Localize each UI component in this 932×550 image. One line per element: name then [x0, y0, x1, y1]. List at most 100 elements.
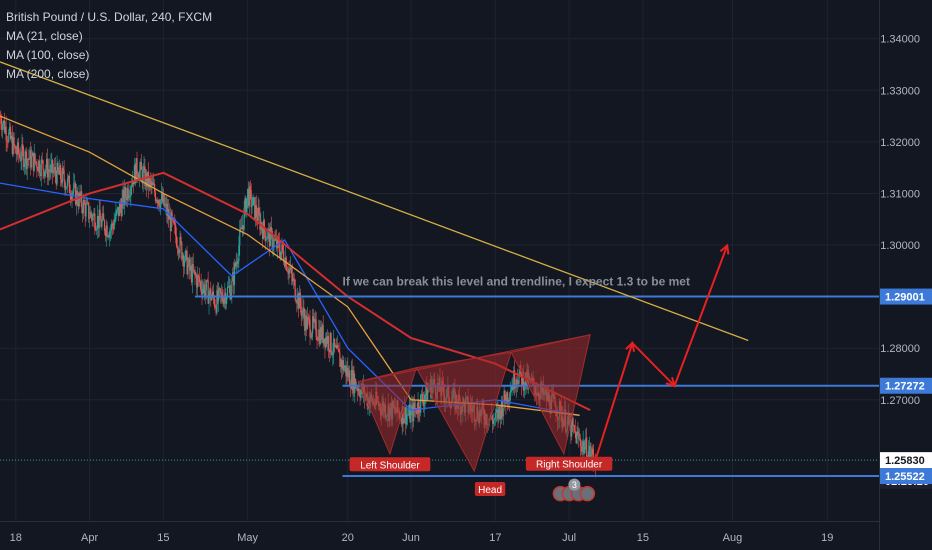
candle-body [514, 370, 516, 389]
candle-body [572, 418, 574, 426]
candle-body [23, 163, 26, 168]
candle-body [417, 401, 419, 414]
candle-body [59, 165, 61, 175]
candle-body [334, 338, 336, 347]
candle-body [90, 212, 92, 217]
candle-body [243, 207, 245, 230]
candle-body [110, 223, 113, 231]
candle-body [269, 228, 271, 247]
legend-ma-21[interactable]: MA (21, close) [6, 29, 83, 43]
pattern-neckline [358, 334, 591, 383]
candle-body [88, 217, 91, 219]
label-text: Left Shoulder [360, 460, 420, 471]
candle-body [406, 414, 408, 425]
candle-body [502, 408, 504, 417]
candle-body [8, 132, 10, 142]
candle-body [492, 419, 495, 424]
candle-body [96, 215, 99, 229]
candle-body [511, 385, 513, 391]
candle-body [355, 378, 357, 389]
candle-body [166, 203, 168, 217]
price-tag-label: 1.27272 [885, 381, 925, 393]
candle-body [195, 275, 197, 277]
x-tick-label: 17 [489, 532, 501, 544]
candle-body [408, 404, 410, 415]
candle-body [268, 228, 270, 231]
candle-body [129, 195, 131, 197]
candle-body [125, 196, 128, 201]
candle-body [99, 209, 101, 221]
candle-body [94, 213, 96, 230]
event-icon [579, 485, 596, 502]
candle-body [585, 437, 587, 448]
candle-body [311, 333, 313, 338]
candle-body [231, 280, 233, 293]
candle-body [240, 227, 242, 230]
candle-body [496, 409, 498, 413]
candle-body [501, 401, 503, 417]
candle-body [108, 235, 110, 238]
candle-body [155, 200, 157, 202]
candle-body [51, 159, 53, 165]
candle-body [258, 207, 260, 214]
price-tag [880, 452, 932, 469]
candle-body [215, 306, 217, 313]
candle-body [204, 290, 207, 296]
candle-body [203, 284, 205, 289]
symbol-title[interactable]: British Pound / U.S. Dollar, 240, FXCM [6, 10, 213, 24]
candle-body [509, 392, 511, 401]
candle-body [105, 225, 107, 236]
candle-body [85, 203, 87, 217]
legend-ma-200[interactable]: MA (200, close) [6, 67, 90, 81]
candle-body [62, 167, 64, 171]
candle-body [251, 205, 253, 208]
candle-body [303, 307, 305, 318]
candle-body [198, 276, 200, 283]
candle-body [53, 166, 56, 172]
candle-body [352, 370, 354, 391]
candle-body [244, 198, 246, 208]
candle-body [181, 242, 183, 260]
candle-body [16, 153, 18, 155]
candle-body [337, 345, 339, 350]
candle-body [313, 318, 316, 323]
candle-body [170, 212, 172, 232]
candle-body [504, 390, 506, 401]
candle-body [232, 272, 234, 281]
candle-body [571, 418, 573, 437]
candle-body [207, 280, 209, 304]
candle-body [273, 239, 275, 247]
candle-body [55, 174, 57, 185]
candle-body [24, 151, 27, 164]
candle-body [410, 410, 412, 423]
candle-body [92, 215, 94, 221]
candle-body [0, 116, 2, 125]
candle-body [233, 272, 235, 286]
candle-body [326, 336, 329, 344]
candle-body [119, 203, 121, 207]
candle-body [591, 448, 593, 455]
candle-body [340, 360, 342, 367]
candle-body [514, 386, 517, 389]
candle-body [574, 430, 576, 433]
candle-body [159, 205, 161, 209]
candle-body [139, 169, 141, 180]
candle-body [325, 336, 327, 348]
candle-body [229, 285, 231, 299]
candle-body [498, 406, 500, 419]
candle-body [47, 169, 49, 178]
legend-ma-100[interactable]: MA (100, close) [6, 48, 90, 62]
candle-body [335, 345, 337, 349]
candle-body [106, 225, 108, 237]
candle-body [97, 215, 99, 229]
candle-body [118, 203, 121, 216]
candle-body [123, 189, 125, 205]
candle-body [319, 329, 321, 344]
candle-body [12, 137, 14, 154]
candle-body [31, 156, 33, 168]
candle-body [127, 188, 129, 198]
candle-body [513, 370, 515, 390]
price-tag [880, 377, 932, 394]
